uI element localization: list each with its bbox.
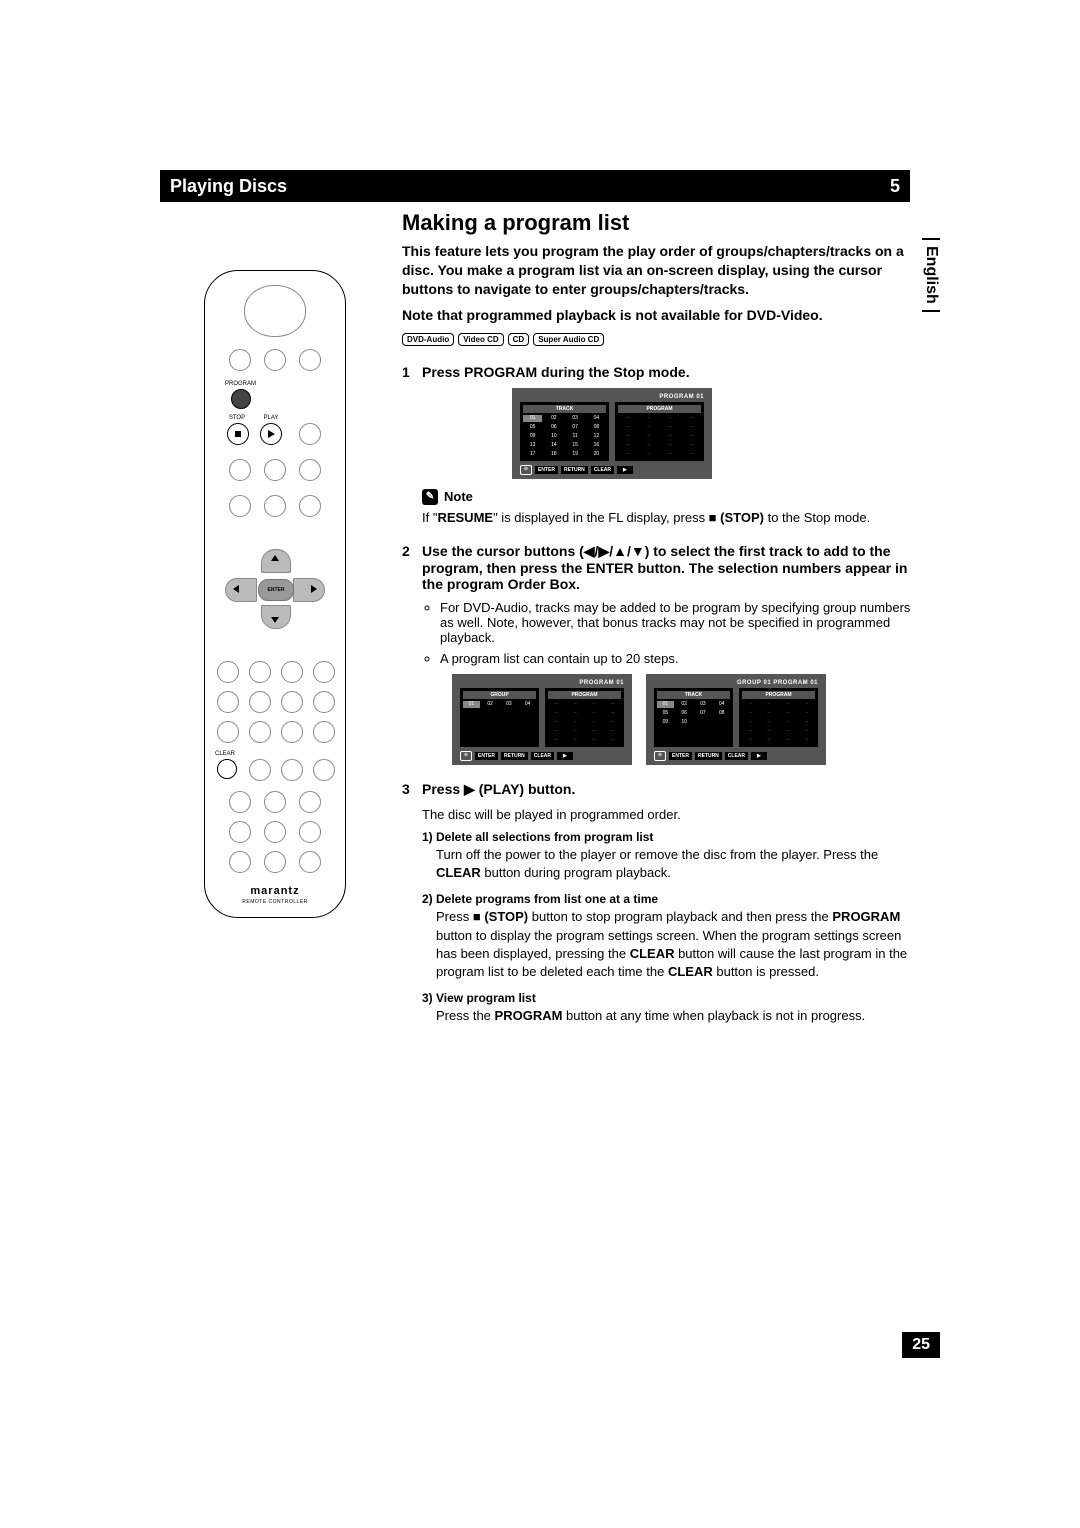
remote-illustration: PROGRAM STOP PLAY (204, 270, 346, 918)
sub2-title: 2) Delete programs from list one at a ti… (422, 892, 922, 906)
chapter-number: 5 (890, 176, 900, 197)
brand-sub: REMOTE CONTROLLER (205, 899, 345, 905)
stop-label: STOP (227, 415, 247, 421)
sub3-body: Press the PROGRAM button at any time whe… (422, 1007, 922, 1025)
step3-body: The disc will be played in programmed or… (422, 806, 922, 824)
sub3-title: 3) View program list (422, 991, 922, 1005)
osd-screen-2b: GROUP 01 PROGRAM 01 TRACK 01020304050607… (646, 674, 826, 765)
osd-screen-1: PROGRAM 01 TRACK 01020304050607080910111… (512, 388, 712, 479)
brand: marantz (205, 885, 345, 897)
program-label: PROGRAM (225, 381, 255, 387)
step3-title: Press ▶ (PLAY) button. (422, 781, 922, 798)
program-grid: ---------------------------------------- (618, 415, 701, 458)
play-label: PLAY (261, 415, 281, 421)
track-grid-20: 0102030405060708091011121314151617181920 (523, 415, 606, 458)
clear-label: CLEAR (213, 751, 237, 757)
note-text: If "RESUME" is displayed in the FL displ… (422, 509, 922, 527)
step1-title: Press PROGRAM during the Stop mode. (422, 364, 922, 380)
osd-screen-2a: PROGRAM 01 GROUP 01020304 PROGRAM ------… (452, 674, 632, 765)
step2-bullet1: For DVD-Audio, tracks may be added to be… (440, 600, 922, 645)
page-number: 25 (902, 1332, 940, 1358)
sub1-title: 1) Delete all selections from program li… (422, 830, 922, 844)
badge: DVD-Audio (402, 333, 454, 346)
section-title: Making a program list (402, 210, 922, 236)
badge: Super Audio CD (533, 333, 604, 346)
availability-note: Note that programmed playback is not ava… (402, 307, 922, 323)
play-button[interactable] (260, 423, 282, 445)
pencil-icon: ✎ (422, 489, 438, 505)
language-tab: English (922, 238, 940, 312)
sub2-body: Press ■ (STOP) button to stop program pl… (422, 908, 922, 981)
stop-button[interactable] (227, 423, 249, 445)
clear-button[interactable] (217, 759, 237, 779)
disc-type-badges: DVD-Audio Video CD CD Super Audio CD (402, 333, 922, 346)
enter-button[interactable]: ENTER (258, 579, 294, 601)
program-button[interactable] (231, 389, 251, 409)
chapter-title: Playing Discs (170, 176, 287, 197)
note-label: Note (444, 489, 473, 504)
dpad[interactable]: ENTER (225, 549, 325, 629)
badge: CD (508, 333, 530, 346)
badge: Video CD (458, 333, 503, 346)
step2-bullet2: A program list can contain up to 20 step… (440, 651, 922, 666)
chapter-header: Playing Discs 5 (160, 170, 910, 202)
intro-text: This feature lets you program the play o… (402, 242, 922, 299)
step2-title: Use the cursor buttons (◀/▶/▲/▼) to sele… (422, 543, 922, 592)
sub1-body: Turn off the power to the player or remo… (422, 846, 922, 882)
